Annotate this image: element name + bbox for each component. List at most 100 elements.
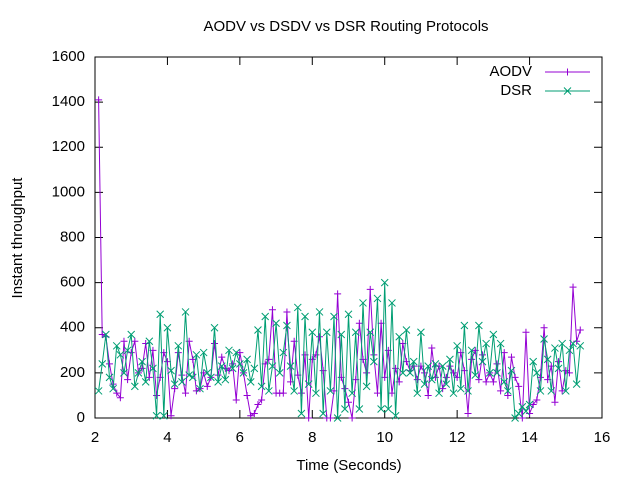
point-marker [518, 414, 526, 422]
y-tick-label: 1400 [52, 93, 85, 110]
point-marker [569, 339, 577, 348]
legend-marker [564, 68, 571, 76]
point-marker [442, 373, 450, 381]
point-marker [464, 409, 472, 417]
x-tick-label: 6 [236, 429, 244, 446]
point-marker [522, 407, 530, 416]
point-marker [153, 391, 161, 399]
point-marker [547, 387, 556, 395]
point-marker [131, 337, 139, 345]
point-marker [428, 344, 436, 352]
point-marker [536, 387, 545, 395]
point-marker [572, 380, 581, 389]
point-marker [258, 396, 266, 404]
point-marker [145, 373, 153, 381]
point-marker [239, 369, 248, 377]
x-axis-label: Time (Seconds) [296, 457, 401, 474]
point-marker [189, 355, 197, 363]
point-marker [543, 355, 552, 364]
point-marker [243, 391, 251, 399]
point-marker [424, 362, 433, 370]
point-marker [268, 306, 276, 314]
point-marker [337, 330, 346, 339]
point-marker [149, 364, 157, 373]
point-marker [518, 402, 527, 411]
point-marker [366, 285, 374, 293]
point-marker [475, 321, 483, 330]
x-tick-label: 8 [308, 429, 316, 446]
point-marker [192, 350, 201, 359]
point-marker [569, 283, 577, 291]
point-marker [526, 409, 534, 417]
point-marker [301, 312, 309, 321]
point-marker [130, 382, 139, 391]
point-marker [467, 346, 476, 355]
point-marker [254, 326, 262, 334]
point-marker [366, 328, 375, 337]
point-marker [185, 371, 194, 379]
point-marker [124, 376, 132, 384]
point-marker [380, 278, 389, 287]
point-marker [98, 359, 107, 368]
point-marker [167, 366, 175, 375]
point-marker [290, 387, 299, 395]
point-marker [540, 335, 548, 343]
point-marker [250, 409, 258, 417]
point-marker [199, 348, 208, 357]
x-tick-label: 10 [376, 429, 393, 446]
point-marker [181, 308, 190, 316]
point-marker [431, 359, 440, 368]
x-tick-label: 4 [163, 429, 171, 446]
point-marker [308, 328, 317, 337]
point-marker [247, 412, 255, 420]
point-marker [504, 391, 512, 399]
point-marker [264, 387, 273, 395]
point-marker [127, 349, 135, 357]
point-marker [142, 340, 150, 348]
point-marker [138, 357, 146, 366]
point-marker [388, 299, 396, 307]
point-marker [515, 382, 523, 390]
point-marker [525, 400, 534, 409]
point-marker [178, 378, 186, 386]
point-marker [460, 321, 469, 330]
point-marker [576, 326, 584, 334]
point-marker [388, 389, 396, 397]
x-tick-label: 2 [91, 429, 99, 446]
point-marker [293, 303, 302, 312]
x-tick-label: 14 [521, 429, 538, 446]
point-marker [304, 380, 313, 389]
point-marker [565, 346, 574, 355]
point-marker [511, 414, 519, 422]
point-marker [297, 389, 305, 397]
point-marker [348, 389, 356, 398]
point-marker [446, 355, 454, 364]
point-marker [344, 310, 353, 319]
point-marker [351, 328, 360, 337]
point-marker [355, 405, 364, 413]
point-marker [214, 378, 222, 386]
point-marker [188, 373, 197, 382]
point-marker [438, 362, 447, 370]
point-marker [145, 337, 154, 346]
point-marker [120, 369, 128, 377]
series-line [98, 282, 581, 420]
point-marker [529, 400, 537, 408]
point-marker [286, 362, 295, 370]
point-marker [225, 346, 233, 355]
point-marker [551, 398, 559, 406]
point-marker [203, 382, 211, 390]
point-marker [377, 405, 385, 413]
point-marker [163, 323, 172, 332]
point-marker [420, 380, 429, 389]
point-marker [471, 371, 480, 379]
point-marker [279, 389, 287, 397]
point-marker [141, 378, 150, 386]
point-marker [315, 308, 324, 316]
point-marker [159, 411, 168, 420]
point-marker [341, 385, 349, 393]
point-marker [496, 339, 505, 348]
point-marker [573, 337, 581, 345]
